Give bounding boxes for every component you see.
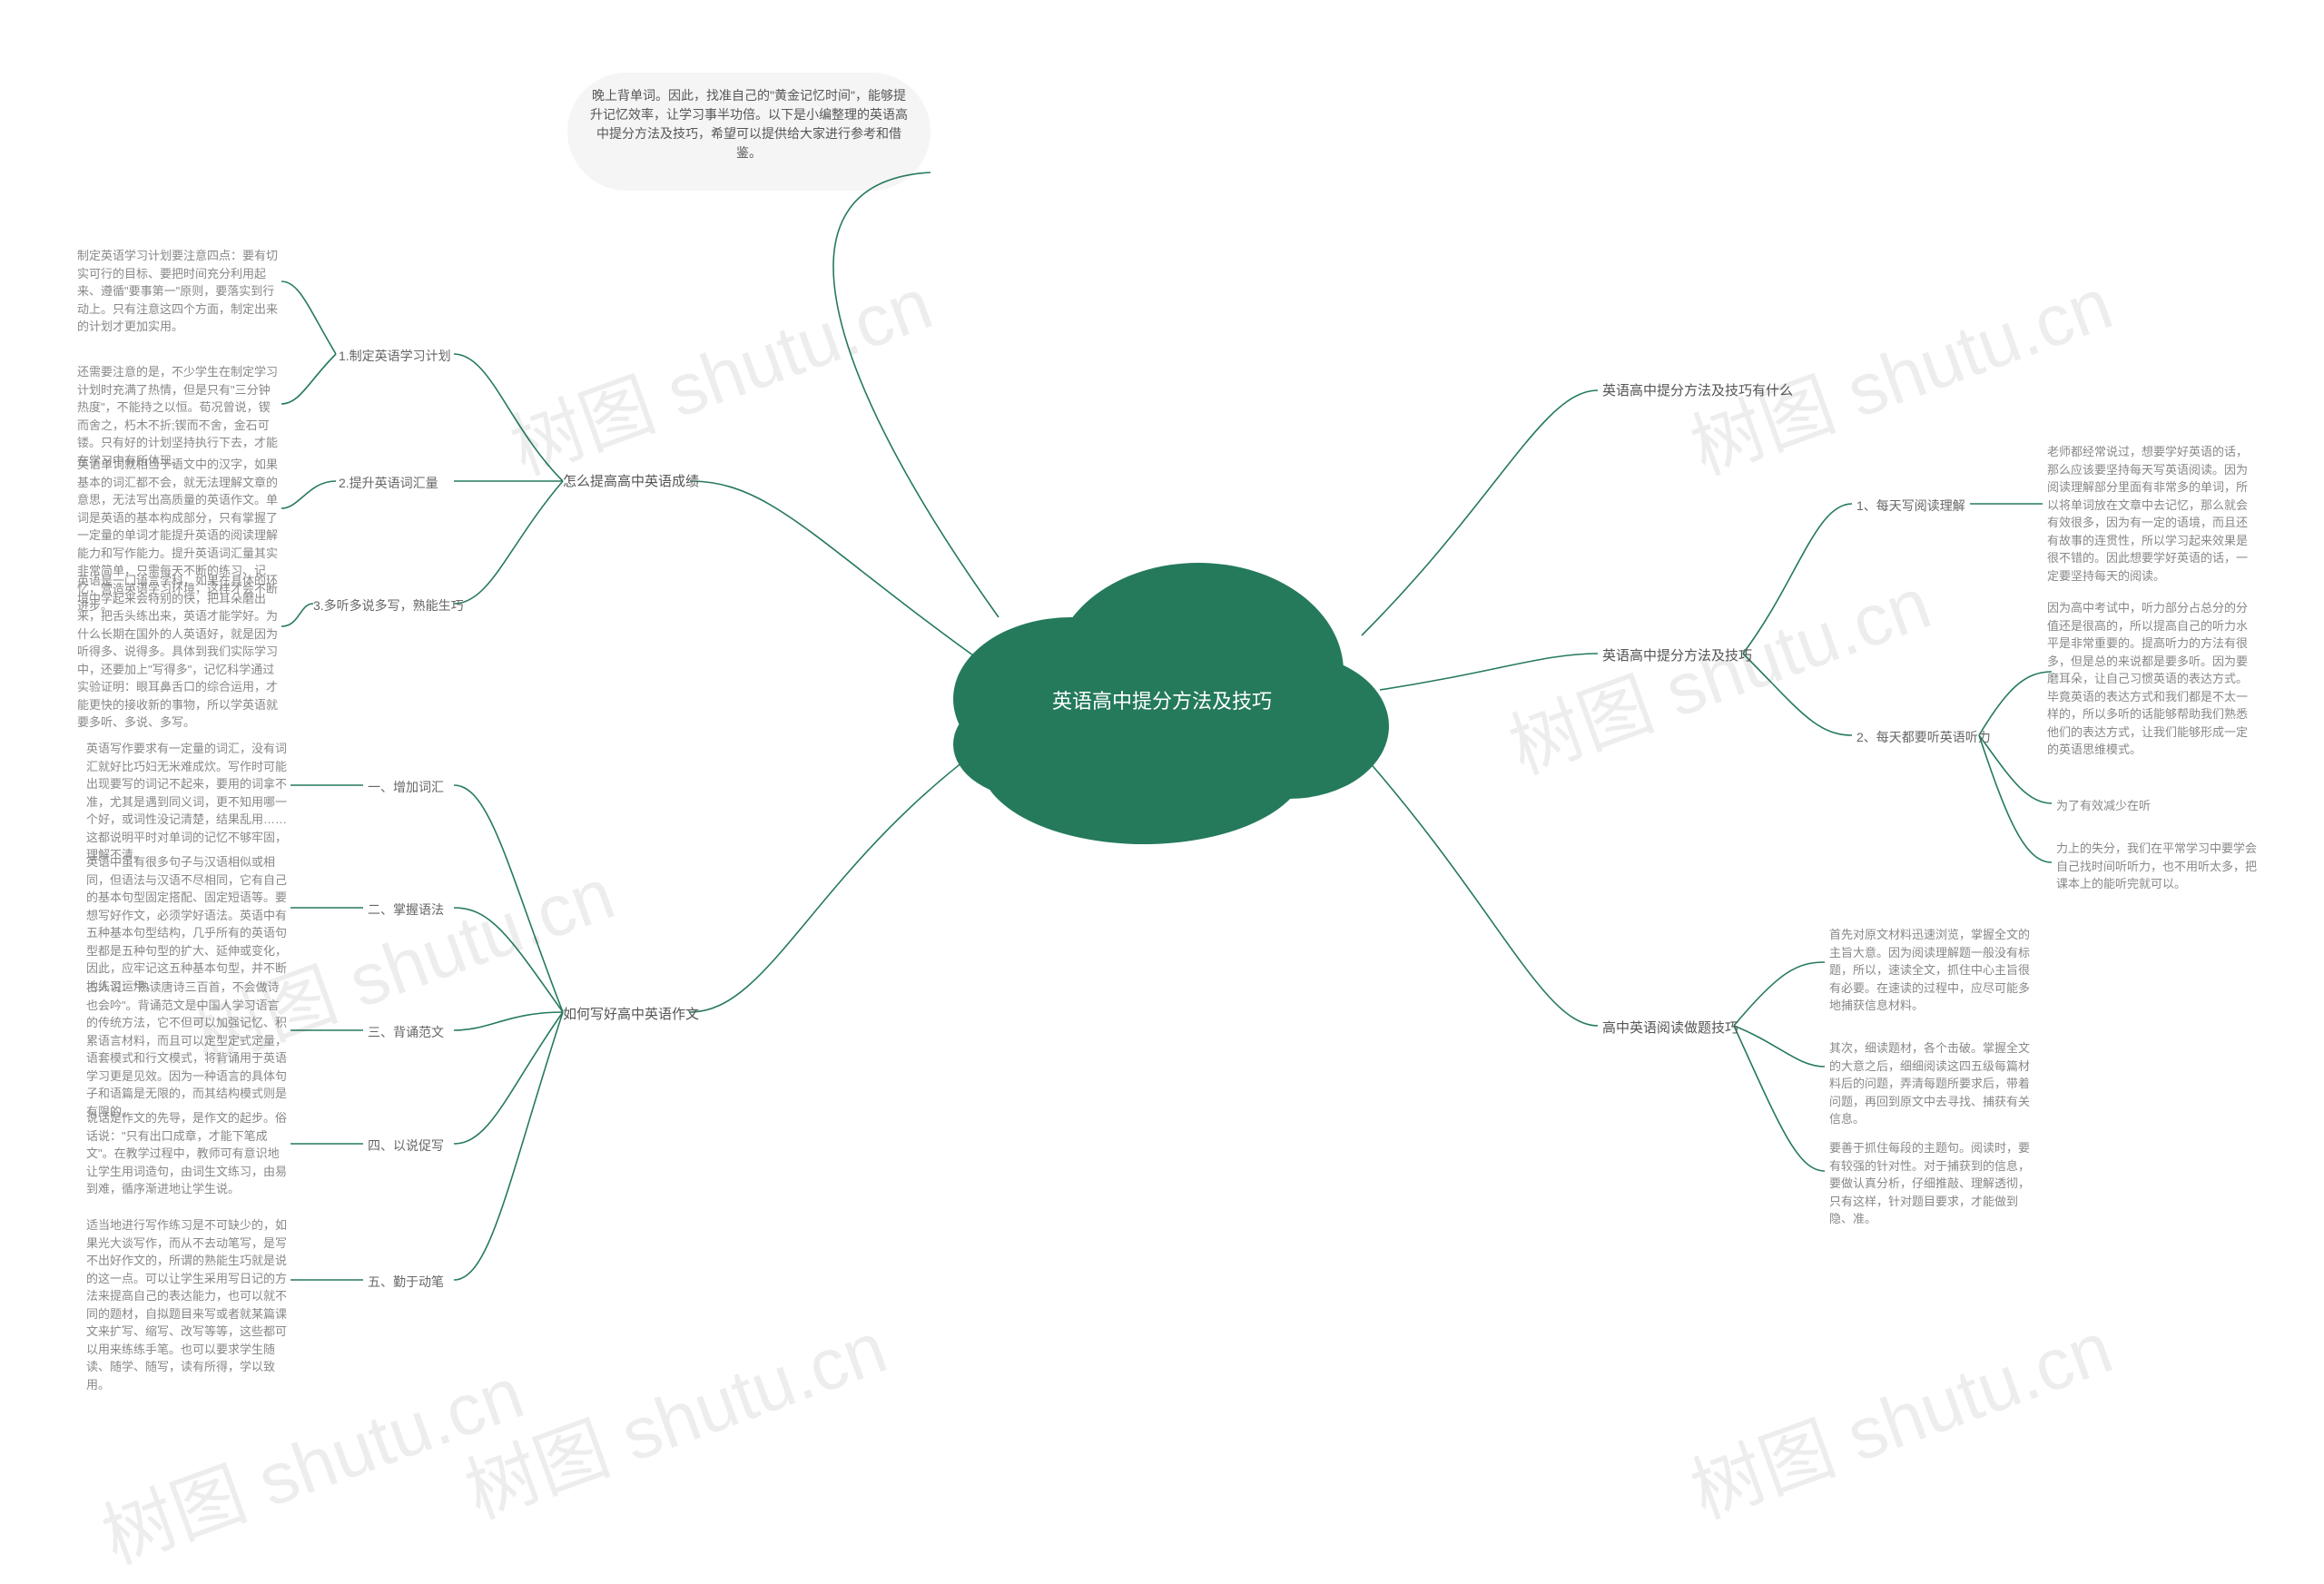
branch-r3: 高中英语阅读做题技巧 bbox=[1602, 1018, 1738, 1039]
center-label: 英语高中提分方法及技巧 bbox=[0, 685, 2324, 714]
edges-left bbox=[281, 172, 999, 1280]
leaf-essay-3: 古人说："熟读唐诗三百首，不会做诗也会吟"。背诵范文是中国人学习语言的传统方法，… bbox=[86, 979, 290, 1120]
leaf-r3-2: 其次，细读题材，各个击破。掌握全文的大意之后，细细阅读这四五级每篇材料后的问题，… bbox=[1829, 1039, 2034, 1128]
leaf-practice-1: 英语是一门语言学科，如果在具体的环境中学起来会特别的快，把耳朵磨出来，把舌头练出… bbox=[77, 572, 281, 732]
branch-r2: 英语高中提分方法及技巧 bbox=[1602, 646, 1752, 667]
branch-r1: 英语高中提分方法及技巧有什么 bbox=[1602, 381, 1793, 402]
node-essay-1: 一、增加词汇 bbox=[368, 778, 444, 797]
leaf-plan-1: 制定英语学习计划要注意四点：要有切实可行的目标、要把时间充分利用起来、遵循"要事… bbox=[77, 247, 281, 336]
node-r2-1: 1、每天写阅读理解 bbox=[1856, 497, 1965, 516]
leaf-essay-5: 适当地进行写作练习是不可缺少的，如果光大谈写作，而从不去动笔写，是写不出好作文的… bbox=[86, 1216, 290, 1393]
node-essay-5: 五、勤于动笔 bbox=[368, 1273, 444, 1292]
branch-improve-grades: 怎么提高高中英语成绩 bbox=[563, 472, 699, 493]
intro-text: 晚上背单词。因此，找准自己的"黄金记忆时间"，能够提升记忆效率，让学习事半功倍。… bbox=[590, 86, 908, 162]
leaf-r3-1: 首先对原文材料迅速浏览，掌握全文的主旨大意。因为阅读理解题一般没有标题，所以，速… bbox=[1829, 926, 2034, 1015]
node-vocab: 2.提升英语词汇量 bbox=[339, 474, 438, 493]
node-r2-2: 2、每天都要听英语听力 bbox=[1856, 728, 1991, 747]
leaf-r2-2b: 为了有效减少在听 bbox=[2056, 797, 2247, 815]
node-practice: 3.多听多说多写，熟能生巧 bbox=[313, 596, 464, 615]
leaf-r2-2c: 力上的失分，我们在平常学习中要学会自己找时间听听力，也不用听太多，把课本上的能听… bbox=[2056, 840, 2260, 893]
branch-essay: 如何写好高中英语作文 bbox=[563, 1005, 699, 1026]
leaf-essay-2: 英语中虽有很多句子与汉语相似或相同，但语法与汉语不尽相同，它有自己的基本句型固定… bbox=[86, 853, 290, 995]
node-essay-4: 四、以说促写 bbox=[368, 1136, 444, 1156]
node-plan: 1.制定英语学习计划 bbox=[339, 347, 451, 366]
node-essay-3: 三、背诵范文 bbox=[368, 1023, 444, 1042]
leaf-r2-2a: 因为高中考试中，听力部分占总分的分值还是很高的，所以提高自己的听力水平是非常重要… bbox=[2047, 599, 2251, 759]
leaf-r3-3: 要善于抓住每段的主题句。阅读时，要有较强的针对性。对于捕获到的信息，要做认真分析… bbox=[1829, 1139, 2034, 1228]
leaf-essay-4: 说话是作文的先导，是作文的起步。俗话说："只有出口成章，才能下笔成文"。在教学过… bbox=[86, 1109, 290, 1198]
leaf-plan-2: 还需要注意的是，不少学生在制定学习计划时充满了热情，但是只有"三分钟热度"，不能… bbox=[77, 363, 281, 469]
node-essay-2: 二、掌握语法 bbox=[368, 900, 444, 920]
leaf-essay-1: 英语写作要求有一定量的词汇，没有词汇就好比巧妇无米难成炊。写作时可能出现要写的词… bbox=[86, 740, 290, 864]
leaf-r2-1a: 老师都经常说过，想要学好英语的话，那么应该要坚持每天写英语阅读。因为阅读理解部分… bbox=[2047, 443, 2251, 585]
